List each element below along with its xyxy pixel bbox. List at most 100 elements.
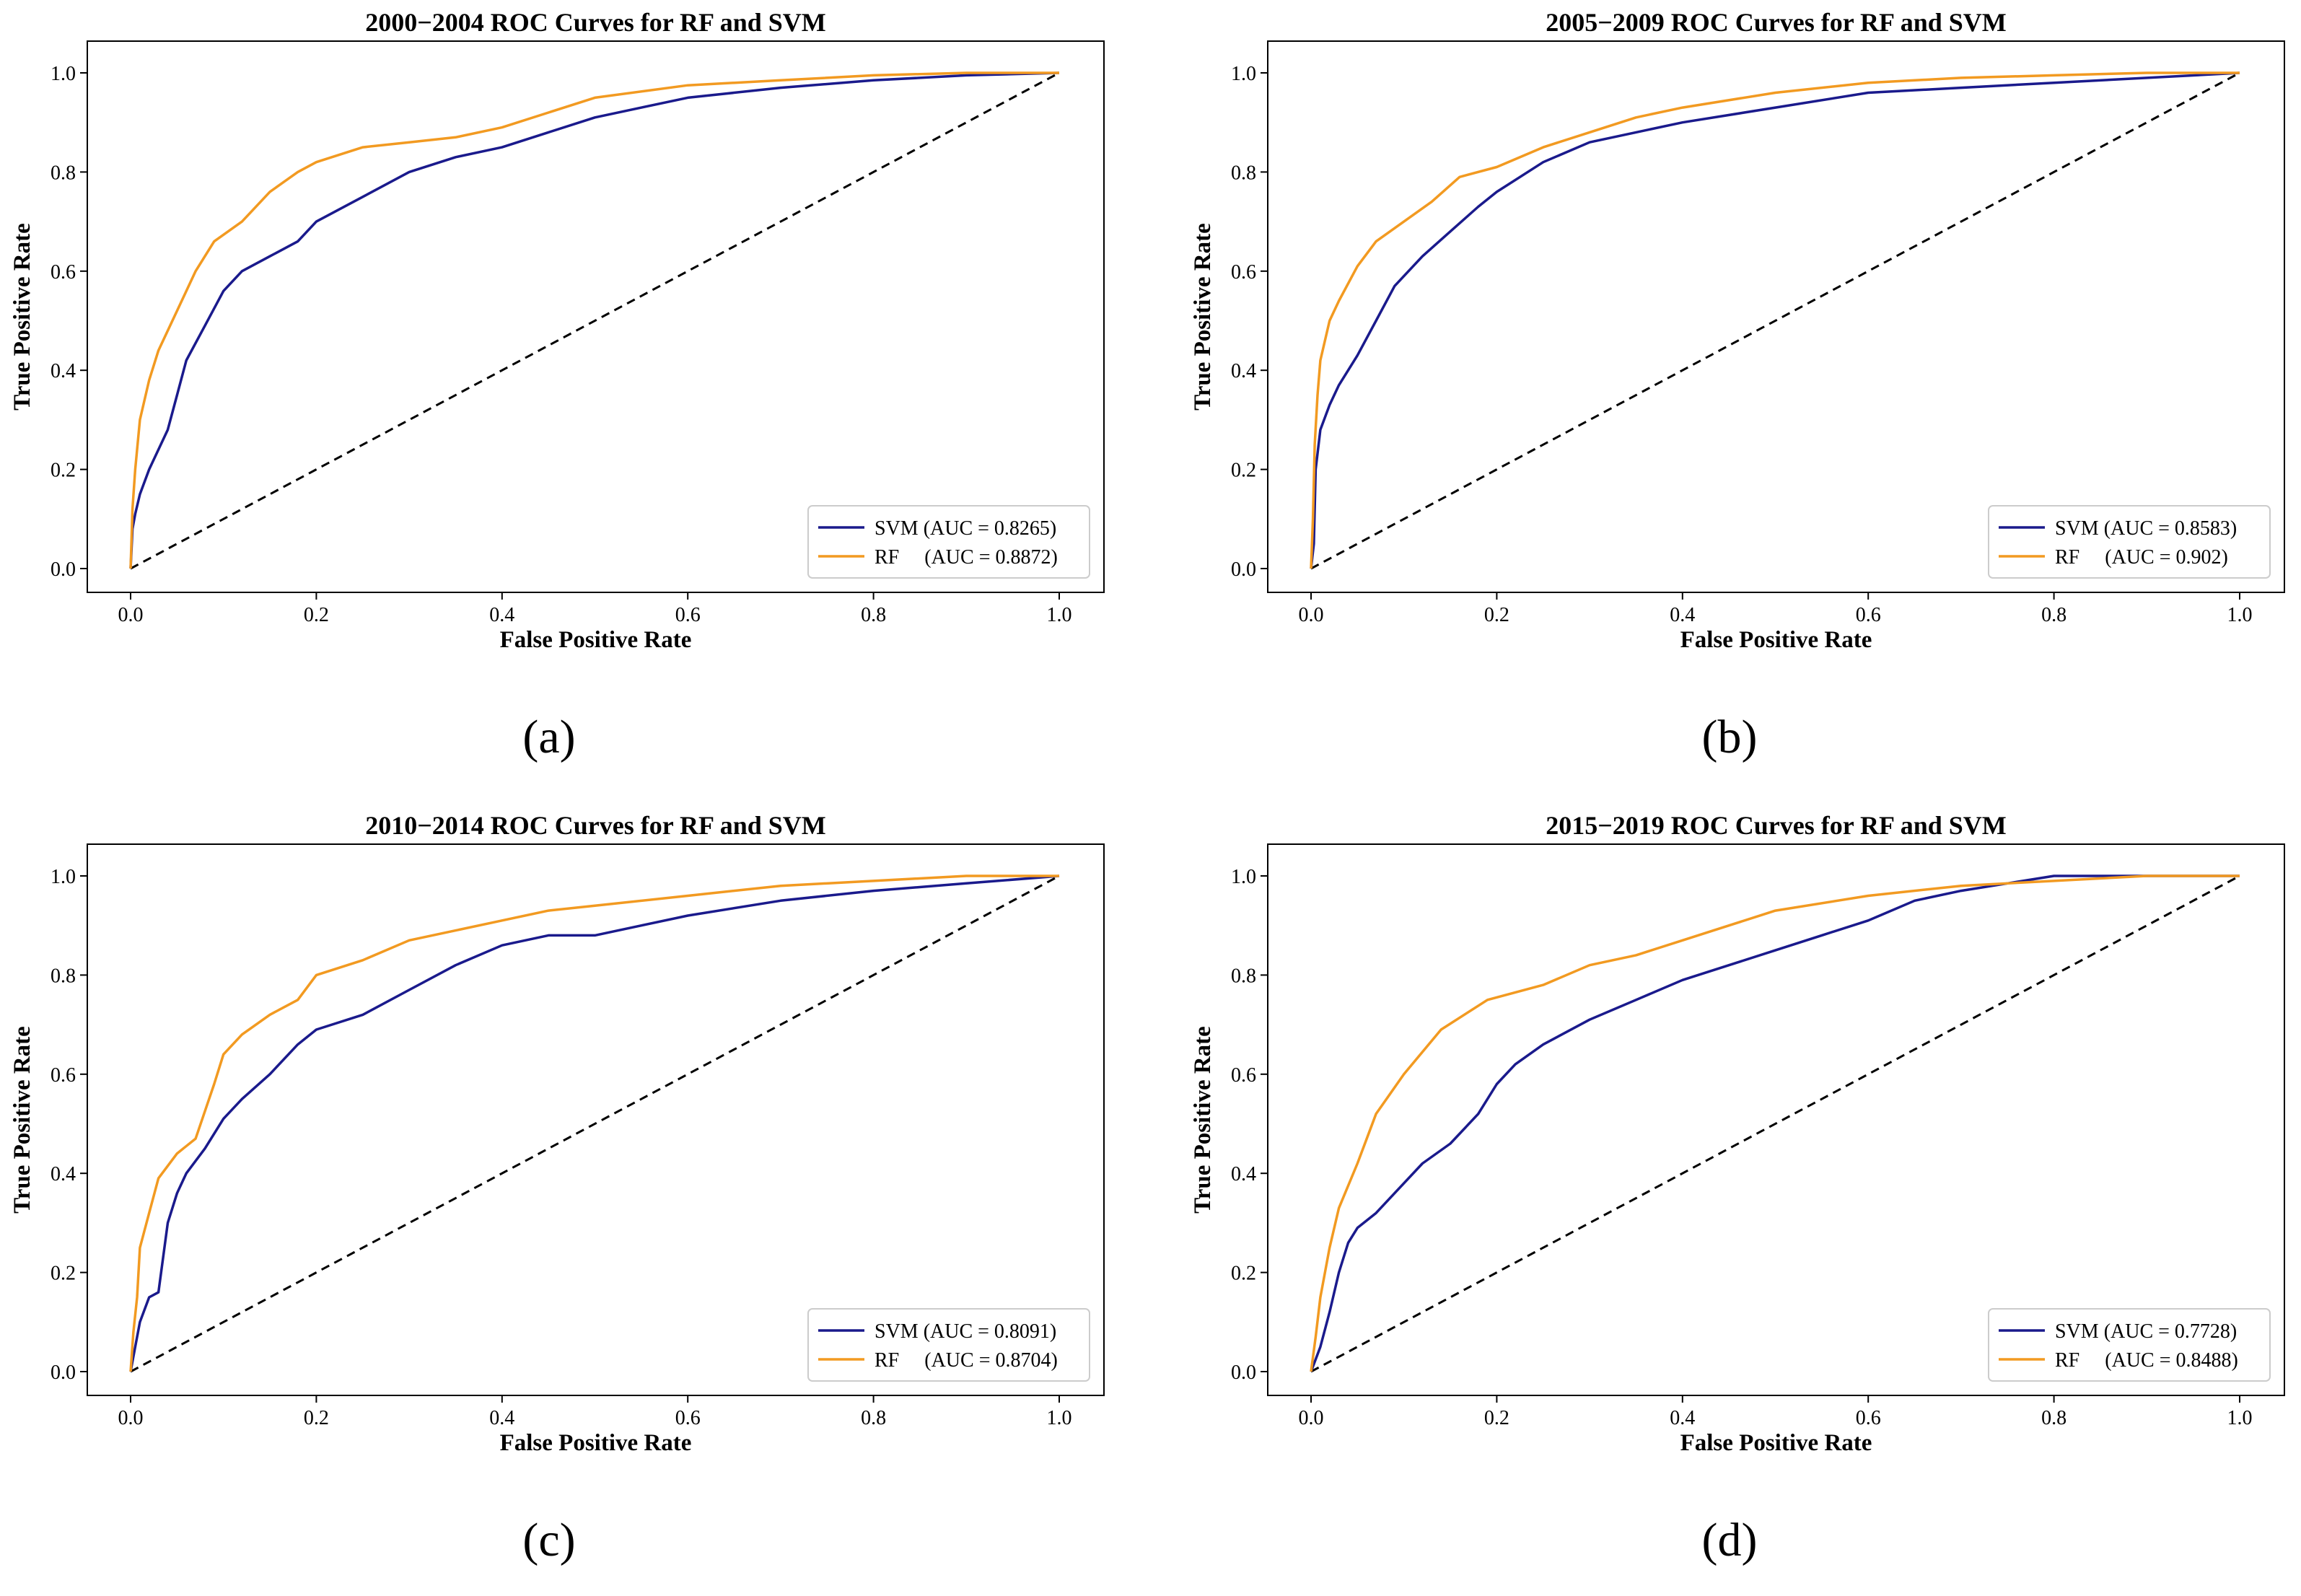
y-tick-label: 0.4 xyxy=(51,360,76,382)
legend-label-svm: SVM (AUC = 0.8091) xyxy=(875,1320,1056,1343)
x-tick-label: 0.4 xyxy=(489,604,514,626)
legend: SVM (AUC = 0.8583) RF (AUC = 0.902) xyxy=(1988,505,2271,579)
panel-caption: (b) xyxy=(1702,711,1758,763)
x-tick-label: 0.2 xyxy=(1484,604,1509,626)
x-tick-label: 0.0 xyxy=(1299,604,1324,626)
chart-panel-d: 2015−2019 ROC Curves for RF and SVM 0.0 0.… xyxy=(1190,811,2285,1566)
y-axis-label: True Positive Rate xyxy=(1190,223,1216,411)
y-tick-label: 0.6 xyxy=(1231,261,1256,284)
y-tick-label: 0.8 xyxy=(51,965,76,987)
x-tick-label: 0.6 xyxy=(1856,1407,1881,1429)
x-tick-label: 0.4 xyxy=(1670,1407,1695,1429)
y-tick-label: 0.2 xyxy=(1231,460,1256,482)
roc-line-rf xyxy=(129,71,1059,569)
y-tick-label: 1.0 xyxy=(51,866,76,888)
legend-label-svm: SVM (AUC = 0.8265) xyxy=(875,517,1056,540)
x-axis-label: False Positive Rate xyxy=(1680,1430,1872,1456)
y-tick-label: 0.6 xyxy=(51,261,76,284)
legend-box xyxy=(1988,1308,2271,1382)
x-tick-label: 0.8 xyxy=(861,604,886,626)
axes-frame xyxy=(87,40,1105,593)
y-tick-label: 0.6 xyxy=(51,1064,76,1087)
roc-line-rf xyxy=(1310,874,2240,1372)
y-tick-label: 1.0 xyxy=(1231,63,1256,85)
legend-label-rf: RF (AUC = 0.902) xyxy=(2055,546,2228,569)
y-tick-label: 1.0 xyxy=(51,63,76,85)
x-tick-label: 1.0 xyxy=(1047,604,1072,626)
y-tick-label: 1.0 xyxy=(1231,866,1256,888)
y-tick-label: 0.0 xyxy=(1231,558,1256,581)
y-tick-label: 0.4 xyxy=(1231,1163,1256,1185)
x-tick-label: 0.2 xyxy=(1484,1407,1509,1429)
chance-diagonal-line xyxy=(130,71,1060,570)
x-axis-label: False Positive Rate xyxy=(500,627,692,653)
x-tick-label: 0.0 xyxy=(118,604,144,626)
chance-diagonal-line xyxy=(1310,874,2240,1373)
legend: SVM (AUC = 0.8265) RF (AUC = 0.8872) xyxy=(807,505,1090,579)
x-tick-label: 0.6 xyxy=(1856,604,1881,626)
roc-line-rf xyxy=(129,874,1059,1372)
y-tick-label: 0.8 xyxy=(51,162,76,184)
y-tick-label: 0.8 xyxy=(1231,162,1256,184)
roc-line-svm xyxy=(1310,874,2240,1372)
y-tick-label: 0.8 xyxy=(1231,965,1256,987)
legend-box xyxy=(1988,505,2271,579)
legend-label-rf: RF (AUC = 0.8704) xyxy=(875,1349,1058,1372)
x-tick-label: 1.0 xyxy=(2227,604,2253,626)
x-tick-label: 0.8 xyxy=(2041,604,2066,626)
y-tick-label: 0.4 xyxy=(51,1163,76,1185)
chart-title: 2010−2014 ROC Curves for RF and SVM xyxy=(365,811,826,840)
chance-diagonal-line xyxy=(130,874,1060,1373)
axes-frame xyxy=(87,843,1105,1396)
y-axis-label: True Positive Rate xyxy=(9,223,35,411)
y-tick-label: 0.2 xyxy=(51,460,76,482)
y-axis-label: True Positive Rate xyxy=(9,1026,35,1214)
axes-frame xyxy=(1267,843,2285,1396)
legend-box xyxy=(807,505,1090,579)
y-tick-label: 0.0 xyxy=(1231,1362,1256,1384)
legend-label-rf: RF (AUC = 0.8488) xyxy=(2055,1349,2238,1372)
y-tick-label: 0.4 xyxy=(1231,360,1256,382)
roc-line-rf xyxy=(1310,71,2240,569)
x-tick-label: 0.6 xyxy=(675,1407,701,1429)
y-tick-label: 0.6 xyxy=(1231,1064,1256,1087)
y-tick-label: 0.0 xyxy=(51,1362,76,1384)
x-tick-label: 0.0 xyxy=(1299,1407,1324,1429)
roc-line-svm xyxy=(1310,71,2240,569)
panel-caption: (c) xyxy=(522,1514,575,1566)
y-tick-label: 0.2 xyxy=(1231,1263,1256,1285)
y-tick-label: 0.2 xyxy=(51,1263,76,1285)
legend: SVM (AUC = 0.8091) RF (AUC = 0.8704) xyxy=(807,1308,1090,1382)
chart-panel-b: 2005−2009 ROC Curves for RF and SVM 0.0 0.… xyxy=(1190,8,2285,763)
legend-label-svm: SVM (AUC = 0.8583) xyxy=(2055,517,2237,540)
panel-caption: (d) xyxy=(1702,1514,1758,1566)
chance-diagonal-line xyxy=(1310,71,2240,570)
x-tick-label: 1.0 xyxy=(2227,1407,2253,1429)
x-tick-label: 0.8 xyxy=(2041,1407,2066,1429)
roc-line-svm xyxy=(129,71,1060,569)
x-tick-label: 0.2 xyxy=(304,604,329,626)
legend-box xyxy=(807,1308,1090,1382)
x-tick-label: 1.0 xyxy=(1047,1407,1072,1429)
chart-panel-a: 2000−2004 ROC Curves for RF and SVM 0.0 0.… xyxy=(9,8,1105,763)
x-tick-label: 0.4 xyxy=(489,1407,514,1429)
x-axis-label: False Positive Rate xyxy=(500,1430,692,1456)
y-axis-label: True Positive Rate xyxy=(1190,1026,1216,1214)
legend-label-rf: RF (AUC = 0.8872) xyxy=(875,546,1058,569)
axes-frame xyxy=(1267,40,2285,593)
x-tick-label: 0.2 xyxy=(304,1407,329,1429)
chart-title: 2005−2009 ROC Curves for RF and SVM xyxy=(1546,8,2007,37)
x-tick-label: 0.0 xyxy=(118,1407,144,1429)
roc-line-svm xyxy=(129,874,1060,1372)
chart-title: 2000−2004 ROC Curves for RF and SVM xyxy=(365,8,826,37)
chart-title: 2015−2019 ROC Curves for RF and SVM xyxy=(1546,811,2007,840)
legend-label-svm: SVM (AUC = 0.7728) xyxy=(2055,1320,2237,1343)
chart-panel-c: 2010−2014 ROC Curves for RF and SVM 0.0 0.… xyxy=(9,811,1105,1566)
x-tick-label: 0.8 xyxy=(861,1407,886,1429)
panel-caption: (a) xyxy=(522,711,575,763)
x-axis-label: False Positive Rate xyxy=(1680,627,1872,653)
legend: SVM (AUC = 0.7728) RF (AUC = 0.8488) xyxy=(1988,1308,2271,1382)
x-tick-label: 0.6 xyxy=(675,604,701,626)
